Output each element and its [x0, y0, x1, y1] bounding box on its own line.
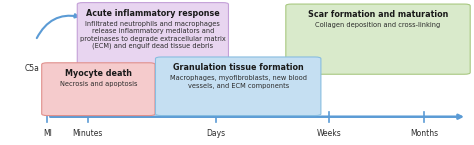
Text: Acute inflammatory response: Acute inflammatory response [86, 9, 220, 18]
Text: Myocyte death: Myocyte death [65, 69, 132, 78]
Text: Weeks: Weeks [317, 129, 342, 138]
Text: Granulation tissue formation: Granulation tissue formation [173, 63, 303, 72]
FancyBboxPatch shape [42, 63, 155, 116]
Text: Minutes: Minutes [73, 129, 103, 138]
Text: Scar formation and maturation: Scar formation and maturation [308, 10, 448, 19]
FancyBboxPatch shape [155, 57, 321, 116]
Text: Macrophages, myofibroblasts, new blood
vessels, and ECM components: Macrophages, myofibroblasts, new blood v… [170, 75, 307, 89]
Text: Necrosis and apoptosis: Necrosis and apoptosis [60, 81, 137, 87]
FancyBboxPatch shape [286, 4, 470, 74]
Text: Months: Months [410, 129, 438, 138]
Text: Infiltrated neutrophils and macrophages
release inflammatory mediators and
prote: Infiltrated neutrophils and macrophages … [80, 21, 226, 49]
FancyBboxPatch shape [77, 3, 228, 92]
Text: Collagen deposition and cross-linking: Collagen deposition and cross-linking [315, 22, 441, 28]
Text: C5a: C5a [25, 64, 40, 73]
Text: MI: MI [43, 129, 52, 138]
Text: Days: Days [206, 129, 225, 138]
